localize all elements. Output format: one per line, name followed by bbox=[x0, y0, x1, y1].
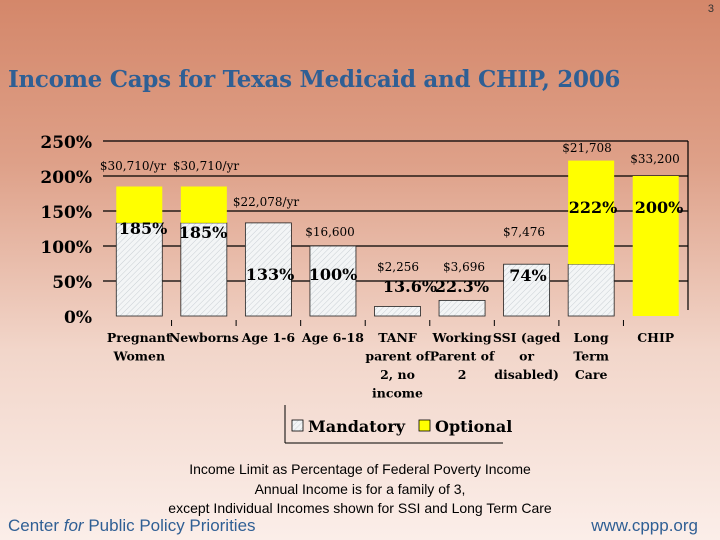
note-line-2: Annual Income is for a family of 3, bbox=[254, 481, 466, 497]
bar-mandatory bbox=[503, 263, 551, 317]
percent-label: 13.6% bbox=[383, 277, 437, 296]
x-category-label: disabled) bbox=[494, 367, 559, 382]
legend-swatch-mandatory bbox=[291, 419, 304, 432]
x-category-label: Age 6-18 bbox=[301, 330, 364, 345]
x-category-label: Age 1-6 bbox=[241, 330, 296, 345]
income-label: $22,078/yr bbox=[233, 195, 299, 209]
y-tick-label: 0% bbox=[64, 308, 92, 328]
y-tick-label: 250% bbox=[40, 133, 92, 153]
income-label: $16,600 bbox=[305, 225, 355, 239]
percent-label: 200% bbox=[635, 198, 684, 217]
org-suffix: Public Policy Priorities bbox=[83, 516, 256, 535]
x-category-label: Women bbox=[112, 349, 165, 364]
legend-swatch-optional bbox=[418, 419, 431, 432]
note-line-3: except Individual Incomes shown for SSI … bbox=[168, 500, 552, 516]
y-tick-label: 150% bbox=[40, 203, 92, 223]
percent-label: 100% bbox=[309, 265, 358, 284]
note-line-1: Income Limit as Percentage of Federal Po… bbox=[189, 461, 531, 477]
organization-name: Center for Public Policy Priorities bbox=[8, 516, 256, 536]
income-label: $7,476 bbox=[503, 225, 545, 239]
bar-mandatory bbox=[244, 222, 292, 317]
slide-title: Income Caps for Texas Medicaid and CHIP,… bbox=[8, 66, 621, 93]
percent-label: 185% bbox=[119, 219, 168, 238]
org-italic: for bbox=[63, 516, 84, 535]
bar-mandatory bbox=[309, 245, 357, 317]
bar-optional bbox=[568, 160, 615, 265]
x-category-label: 2 bbox=[458, 367, 467, 382]
percent-label: 185% bbox=[179, 223, 228, 242]
bar-mandatory bbox=[374, 306, 421, 317]
website-url[interactable]: www.cppp.org bbox=[591, 516, 698, 535]
x-category-label: TANF bbox=[378, 330, 417, 345]
bar-optional bbox=[632, 176, 679, 316]
income-label: $21,708 bbox=[562, 141, 612, 155]
percent-label: 133% bbox=[246, 265, 295, 284]
x-category-label: Long bbox=[574, 330, 609, 345]
x-category-label: Pregnant bbox=[107, 330, 172, 345]
x-category-label: Newborns bbox=[169, 330, 239, 345]
bar-mandatory bbox=[567, 263, 615, 317]
x-category-label: SSI (aged bbox=[493, 330, 561, 345]
bar-mandatory bbox=[180, 222, 228, 317]
percent-label: 74% bbox=[509, 266, 546, 285]
x-category-label: income bbox=[372, 386, 423, 401]
legend-label-optional: Optional bbox=[435, 417, 512, 436]
income-label: $3,696 bbox=[443, 260, 485, 274]
x-category-label: CHIP bbox=[637, 330, 675, 345]
bar-chart: 0% 50% 100% 150% 200% 250% 185% $30,710/yr Preg… bbox=[40, 133, 689, 444]
bar-optional bbox=[116, 186, 163, 223]
bar-mandatory bbox=[115, 222, 163, 317]
percent-label: 222% bbox=[569, 198, 618, 217]
income-label: $30,710/yr bbox=[100, 159, 166, 173]
x-category-label: parent of bbox=[365, 349, 431, 364]
income-label: $33,200 bbox=[630, 152, 680, 166]
org-prefix: Center bbox=[8, 516, 64, 535]
y-tick-label: 200% bbox=[40, 168, 92, 188]
y-tick-label: 100% bbox=[40, 238, 92, 258]
y-tick-label: 50% bbox=[52, 273, 92, 293]
x-category-label: 2, no bbox=[380, 367, 415, 382]
bar-mandatory bbox=[438, 299, 486, 317]
x-category-label: Working bbox=[431, 330, 491, 345]
x-category-label: Parent of bbox=[430, 349, 496, 364]
income-label: $2,256 bbox=[377, 260, 419, 274]
income-label: $30,710/yr bbox=[173, 159, 239, 173]
percent-label: 22.3% bbox=[435, 277, 489, 296]
x-category-label: or bbox=[519, 349, 534, 364]
page-number: 3 bbox=[707, 3, 714, 15]
bar-optional bbox=[180, 186, 227, 223]
legend-label-mandatory: Mandatory bbox=[308, 417, 406, 436]
x-category-label: Care bbox=[575, 367, 608, 382]
x-category-label: Term bbox=[573, 349, 609, 364]
